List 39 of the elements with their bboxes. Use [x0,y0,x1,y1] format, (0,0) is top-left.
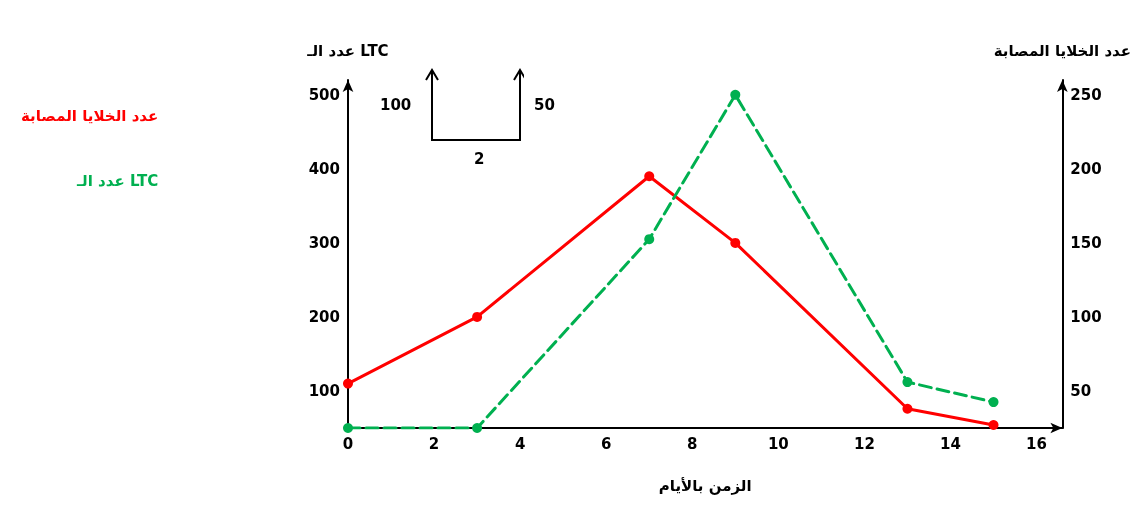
point [902,377,913,388]
y2-tick-label: 100 [1070,307,1102,326]
point [730,89,741,100]
point [472,423,483,433]
x-tick-label: 6 [600,434,612,453]
y-tick-label: 300 [308,233,340,252]
x-tick-label: 10 [767,434,789,453]
y2-tick-label: 250 [1070,85,1102,104]
y2-tick-label: 50 [1070,381,1092,400]
x-tick-label: 4 [514,434,526,453]
point [644,234,655,245]
point [472,311,483,322]
y-tick-label: 100 [308,381,340,400]
point [343,378,353,389]
y-axis-title: عدد الـ LTC [306,41,389,60]
point [343,423,353,433]
text: عدد الخلايا المصابة [21,106,159,125]
y-tick-label: 400 [308,159,340,178]
text: عدد الـ LTC [75,171,159,190]
x-axis-title: الزمن بالأيام [658,476,752,495]
y-tick-label: 500 [308,85,340,104]
y-tick-label: 200 [308,307,340,326]
annotation: 100 [380,96,412,114]
x-tick-label: 16 [1026,434,1047,453]
y2-tick-label: 200 [1070,159,1102,178]
point [730,237,741,248]
annotation: 50 [534,96,555,114]
x-tick-label: 2 [428,434,440,453]
x-tick-label: 0 [342,434,354,453]
y2-tick-label: 150 [1070,233,1102,252]
x-tick-label: 8 [687,434,698,453]
annotation: 2 [474,150,485,168]
point [644,171,655,182]
y2-axis-title: عدد الخلايا المصابة [993,41,1131,60]
point [988,420,999,431]
x-tick-label: 14 [940,434,961,453]
point [988,397,999,408]
point [902,403,913,414]
x-tick-label: 12 [853,434,875,453]
